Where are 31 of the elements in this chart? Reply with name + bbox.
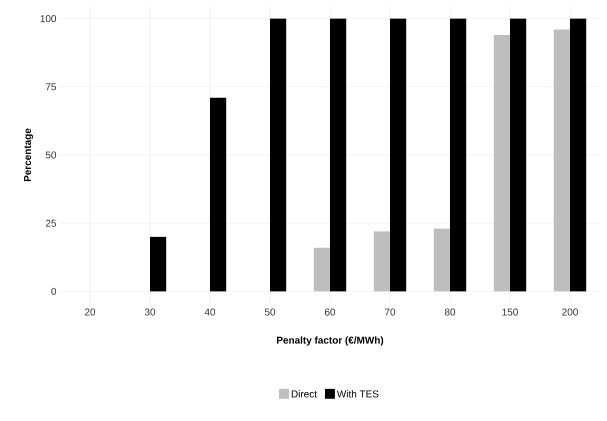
x-tick-label: 20 (84, 308, 96, 316)
x-tick-label: 40 (204, 308, 216, 316)
bar (330, 18, 346, 292)
bar (510, 18, 526, 292)
y-tick-label: 50 (46, 151, 56, 159)
bar (494, 35, 510, 292)
y-tick-label: 100 (40, 15, 56, 22)
x-axis-title: Penalty factor (€/MWh) (276, 336, 384, 346)
y-tick-label: 75 (46, 83, 56, 90)
legend-label: With TES (336, 390, 378, 398)
bar (374, 231, 390, 292)
bar (554, 30, 570, 292)
bar (270, 18, 286, 292)
bar (450, 18, 466, 292)
x-tick-label: 70 (384, 308, 396, 316)
x-tick-label: 80 (444, 308, 456, 316)
bar (390, 18, 406, 292)
bar (150, 236, 166, 292)
bar (314, 248, 330, 292)
bar (434, 228, 450, 292)
y-axis-title: Percentage (24, 128, 34, 182)
y-tick-label: 0 (51, 288, 56, 295)
x-tick-label: 30 (144, 308, 156, 316)
bar (570, 18, 586, 292)
legend-label: Direct (292, 390, 317, 398)
bar (210, 98, 226, 292)
x-tick-label: 60 (324, 308, 336, 316)
x-tick-label: 50 (264, 308, 276, 316)
x-tick-label: 150 (502, 308, 518, 316)
y-tick-label: 25 (46, 220, 56, 227)
x-tick-label: 200 (562, 308, 578, 316)
